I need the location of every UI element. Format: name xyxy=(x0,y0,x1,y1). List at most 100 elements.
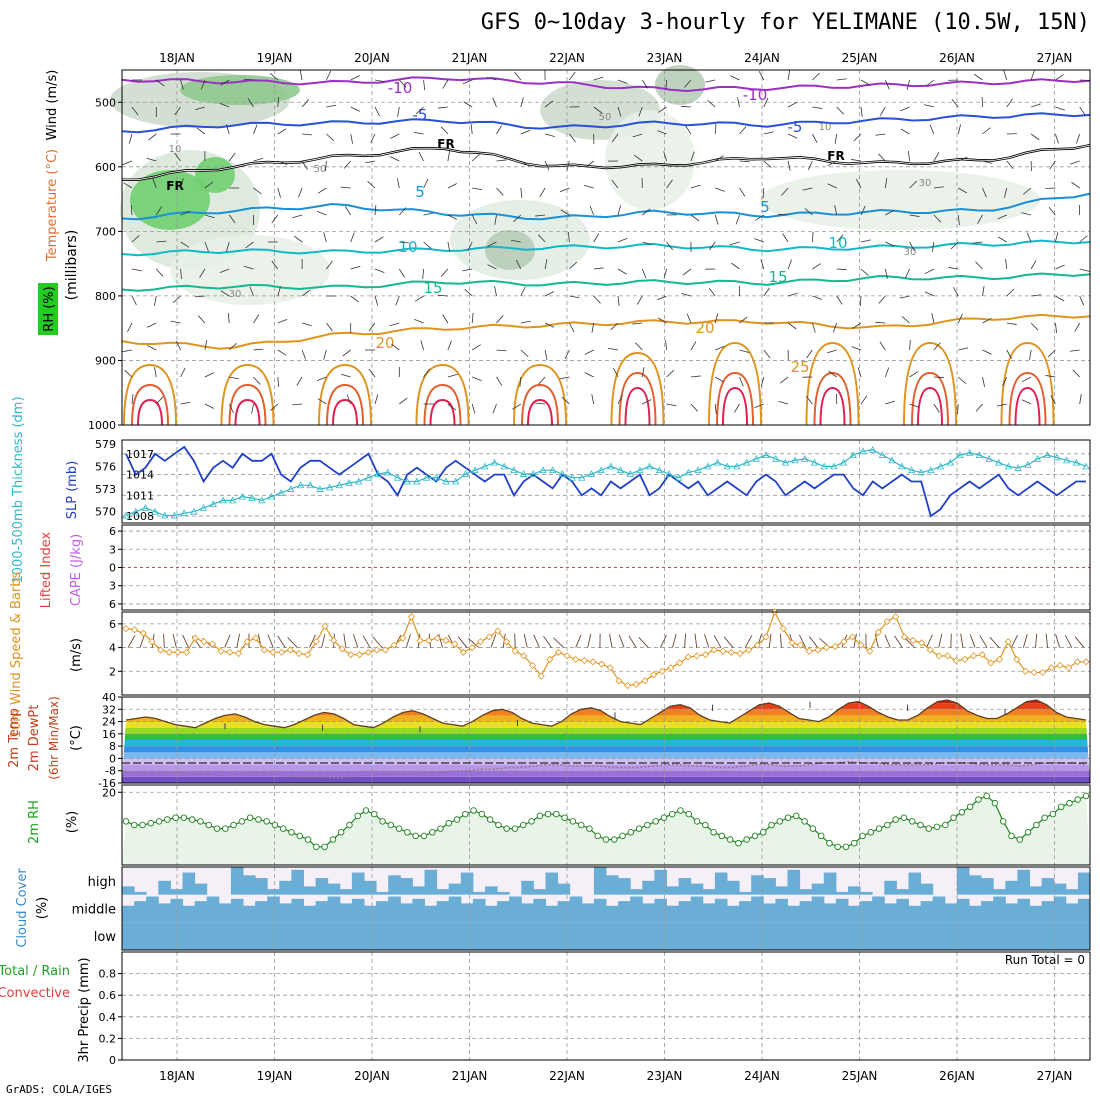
wind-barb xyxy=(440,268,449,277)
wind-barb xyxy=(492,403,497,414)
rh2m-unit-label: (%) xyxy=(65,811,80,834)
cloud-low xyxy=(630,922,643,950)
rh2m-marker xyxy=(611,836,618,843)
wind-barb xyxy=(737,97,740,108)
wind-barb xyxy=(1069,349,1080,352)
wind-barb xyxy=(924,104,934,108)
thickness-marker xyxy=(723,462,731,470)
wind10-marker xyxy=(909,636,917,645)
thickness-marker xyxy=(752,455,760,462)
wind10-marker xyxy=(131,626,139,634)
wind10-marker xyxy=(182,648,191,656)
wind10-barb xyxy=(969,634,976,648)
cloud-middle xyxy=(400,903,413,923)
surface-isotherm xyxy=(819,386,846,426)
wind-barb xyxy=(763,349,771,359)
wind10-marker xyxy=(174,648,182,656)
wind-barb xyxy=(1022,376,1032,383)
wind-barb xyxy=(929,124,935,135)
rh2m-marker xyxy=(619,832,626,840)
wind-barb xyxy=(739,376,744,387)
wind-barb xyxy=(326,104,337,108)
rh-shading xyxy=(195,157,235,193)
cloud-high xyxy=(364,880,377,895)
wind-barb xyxy=(975,403,983,412)
wind-barb xyxy=(292,214,303,219)
rh2m-marker xyxy=(652,818,659,825)
wind-barb xyxy=(611,133,619,143)
cloud-low xyxy=(993,922,1006,950)
thickness-marker xyxy=(296,481,305,489)
cloud-high xyxy=(436,889,450,895)
pressure-tick-label: 900 xyxy=(95,354,116,367)
wind10-marker xyxy=(978,651,986,659)
wind10-barb xyxy=(609,633,613,648)
wind10-barb xyxy=(352,634,359,648)
wind10-tick-label: 2 xyxy=(109,665,116,678)
wind-barb xyxy=(447,373,458,378)
cloud-middle xyxy=(775,898,788,923)
cloud-low xyxy=(932,922,946,950)
wind-barb xyxy=(1005,259,1008,270)
cloud-low xyxy=(1077,922,1091,950)
rh2m-tick-label: 20 xyxy=(102,786,116,799)
cloud-middle xyxy=(218,903,232,923)
thickness-marker xyxy=(1004,462,1013,470)
thickness-marker xyxy=(403,477,411,485)
wind-barb xyxy=(423,212,434,216)
rh2m-marker xyxy=(495,821,502,829)
wind-barb xyxy=(1055,133,1059,144)
wind-barb xyxy=(447,214,458,220)
wind-barb xyxy=(884,268,888,279)
rh2m-marker xyxy=(263,818,270,825)
wind10-marker xyxy=(935,652,943,660)
isotherm-15 xyxy=(121,272,1091,292)
pressure-tick-label: 600 xyxy=(95,161,116,174)
wind-barb xyxy=(933,403,940,413)
cloud-high xyxy=(351,872,365,895)
rh2m-marker xyxy=(395,825,403,832)
wind-barb xyxy=(437,106,448,109)
thickness-tick-label: 579 xyxy=(95,438,116,451)
cloud-middle xyxy=(908,905,922,923)
wind-barb xyxy=(755,214,765,221)
wind10-marker xyxy=(615,677,623,685)
isotherm--5 xyxy=(121,112,1091,134)
isotherm-label: -5 xyxy=(788,118,803,136)
wind-barb xyxy=(948,267,959,270)
thickness-marker xyxy=(810,458,819,466)
wind-barb xyxy=(301,322,312,327)
wind10-marker xyxy=(745,646,753,654)
rh-axis-label: RH (%) xyxy=(42,286,57,331)
wind-barb xyxy=(836,268,847,271)
wind-barb xyxy=(715,345,725,351)
dewpt-label: 2m DewPt xyxy=(27,705,42,772)
thickness-marker xyxy=(180,509,188,517)
rh-contour-label: 30 xyxy=(904,247,917,258)
wind-barb xyxy=(836,295,843,305)
cloud-low xyxy=(751,922,764,950)
cloud-low xyxy=(472,922,486,950)
cloud-high xyxy=(243,875,256,895)
rh2m-marker xyxy=(379,818,386,825)
wind-barb xyxy=(253,348,264,351)
wind10-marker xyxy=(1065,664,1073,672)
wind-barb xyxy=(641,367,645,378)
stability-frame xyxy=(121,524,1091,611)
wind-barb xyxy=(520,286,526,297)
cloud-middle xyxy=(884,903,897,923)
cloud-high xyxy=(400,878,413,895)
wind-barb xyxy=(782,233,789,243)
cloud-low xyxy=(1053,922,1067,950)
rh2m-marker xyxy=(536,812,544,820)
wind-barb xyxy=(298,187,303,198)
wind-barb xyxy=(878,153,886,162)
wind-barb xyxy=(496,349,507,352)
cloud-high xyxy=(412,886,425,895)
cloud-middle xyxy=(1005,903,1018,923)
wind-barb xyxy=(1031,294,1042,297)
surface-isotherm xyxy=(813,371,852,426)
cloud-high xyxy=(666,886,680,895)
wind10-tick-label: 6 xyxy=(109,618,116,631)
temperature-band xyxy=(122,752,1090,759)
